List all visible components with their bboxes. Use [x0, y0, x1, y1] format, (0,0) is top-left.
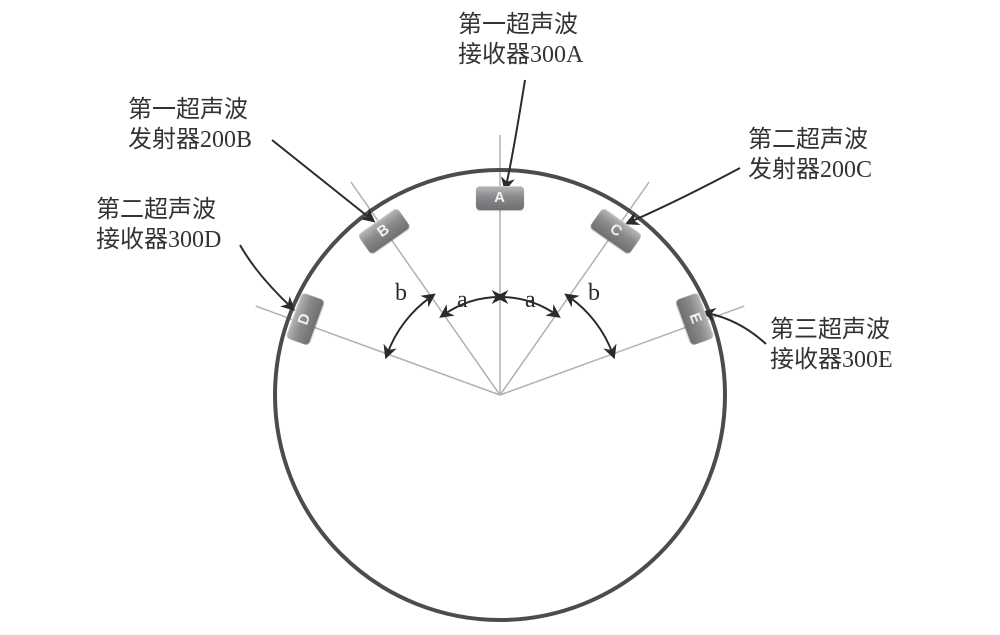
label-E-line2: 接收器300E [770, 347, 893, 373]
label-D-line1: 第二超声波 [96, 197, 216, 223]
angle-letter-b-left: b [395, 280, 407, 307]
angle-letter-b-right: b [588, 280, 600, 307]
label-D: 第二超声波 接收器300D [96, 195, 221, 255]
label-B: 第一超声波 发射器200B [128, 95, 252, 155]
leader-B [272, 140, 371, 219]
label-D-line2: 接收器300D [96, 227, 221, 253]
arc-b-left [387, 297, 431, 354]
label-B-line1: 第一超声波 [128, 97, 248, 123]
radii-layer [256, 135, 745, 395]
leader-D [240, 245, 291, 307]
sensor-A: A [476, 186, 524, 210]
label-C-line1: 第二超声波 [748, 127, 868, 153]
label-C: 第二超声波 发射器200C [748, 125, 872, 185]
angle-letter-a-left: a [457, 287, 468, 314]
radius-n35 [351, 182, 500, 395]
label-B-line2: 发射器200B [128, 127, 252, 153]
arc-a-left [444, 297, 500, 315]
angle-letter-a-right: a [525, 287, 536, 314]
label-A: 第一超声波 接收器300A [458, 10, 583, 70]
label-E-line1: 第三超声波 [770, 317, 890, 343]
diagram-stage: A B C D E a a b b 第一超声波 接收器300A 第一超声波 发射… [0, 0, 1000, 635]
label-C-line2: 发射器200C [748, 157, 872, 183]
leader-C [630, 168, 740, 222]
label-E: 第三超声波 接收器300E [770, 315, 893, 375]
label-A-line1: 第一超声波 [458, 12, 578, 38]
radius-p35 [500, 182, 649, 395]
label-A-line2: 接收器300A [458, 42, 583, 68]
